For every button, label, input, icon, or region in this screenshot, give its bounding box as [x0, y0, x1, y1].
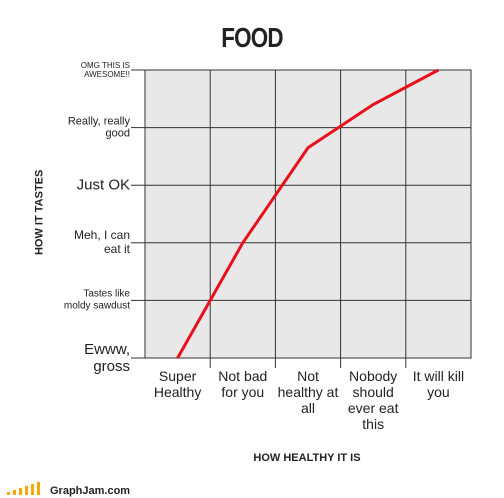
line [176, 68, 440, 359]
y-tick-label: Just OK [76, 176, 130, 194]
x-tick-label: Not bad for you [218, 368, 268, 401]
y-tick-label: Tastes like moldy sawdust [63, 288, 130, 312]
x-axis-label: HOW HEALTHY IT IS [253, 452, 361, 464]
x-tick-label: Nobody should ever eat this [347, 368, 399, 433]
y-tick-label: Meh, I can eat it [73, 228, 130, 256]
x-tick-label: Super Healthy [153, 368, 202, 401]
x-tick-label: Not healthy at all [277, 368, 339, 417]
y-tick-label: Ewww, gross [84, 340, 130, 375]
logo [7, 482, 40, 495]
source: GraphJam.com [50, 485, 131, 497]
chart-title: FOOD [221, 22, 283, 53]
y-axis-label: HOW IT TASTES [33, 169, 46, 256]
y-tick-label: Really, really good [67, 114, 130, 140]
x-tick-label: It will kill you [412, 368, 465, 401]
y-tick-label: OMG THIS IS AWESOME!! [80, 60, 130, 79]
plot-area [144, 69, 472, 359]
